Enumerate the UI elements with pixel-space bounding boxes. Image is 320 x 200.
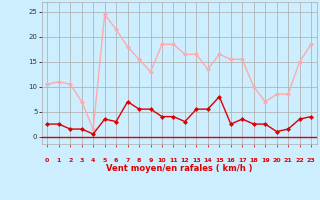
- X-axis label: Vent moyen/en rafales ( km/h ): Vent moyen/en rafales ( km/h ): [106, 164, 252, 173]
